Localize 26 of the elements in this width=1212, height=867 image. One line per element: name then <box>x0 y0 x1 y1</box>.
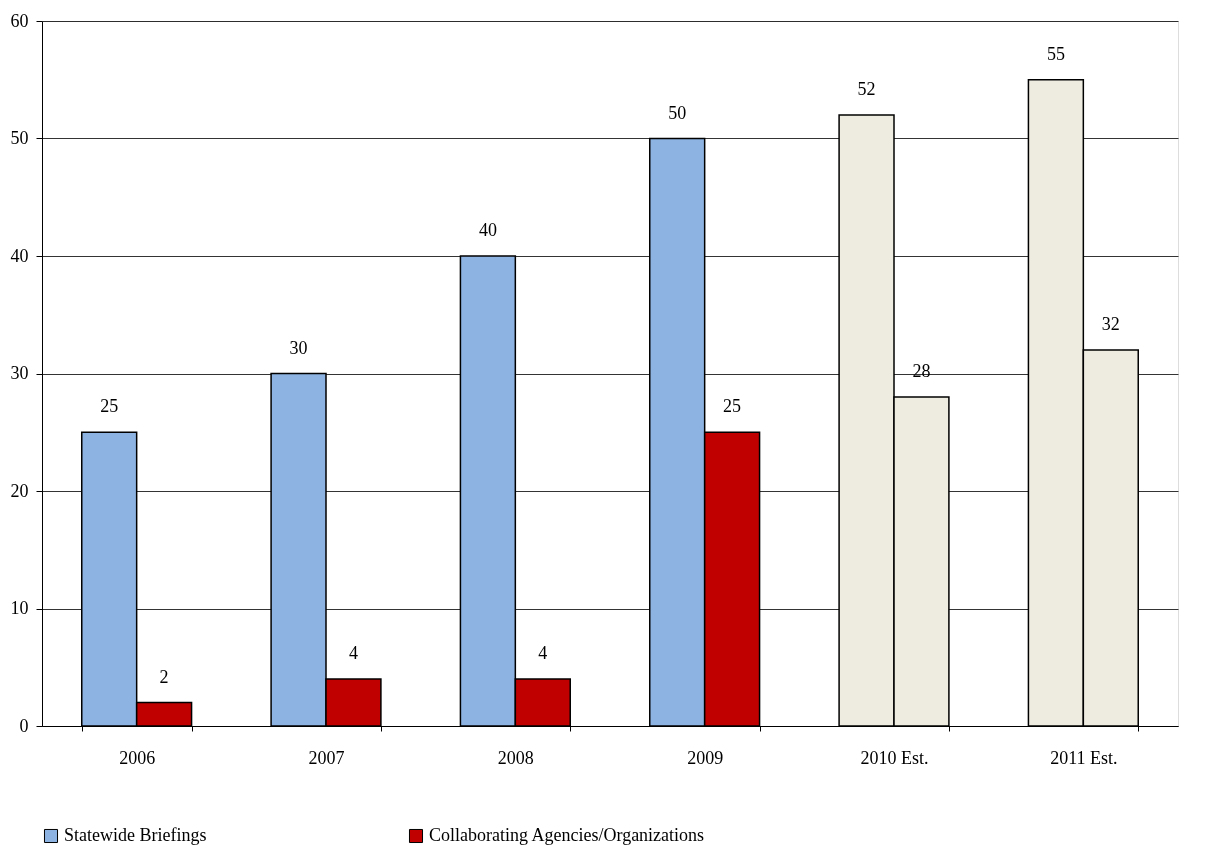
y-tick-label: 20 <box>10 480 29 501</box>
data-label: 52 <box>857 79 876 99</box>
data-label: 25 <box>100 396 119 417</box>
x-tick-label: 2009 <box>687 747 724 768</box>
y-tick-label: 10 <box>10 598 29 618</box>
x-tick-label: 2010 Est. <box>860 747 929 768</box>
data-label: 4 <box>538 643 548 663</box>
x-tick-label: 2006 <box>119 747 156 768</box>
data-label: 25 <box>723 396 742 417</box>
y-tick-label: 30 <box>10 363 29 383</box>
y-tick-label: 60 <box>10 10 29 31</box>
x-tick-label: 2008 <box>497 747 534 768</box>
data-label: 2 <box>159 666 169 687</box>
x-tick-label: 2011 Est. <box>1050 747 1118 768</box>
data-label: 4 <box>348 643 358 663</box>
y-tick-label: 40 <box>10 245 29 266</box>
y-tick-label: 50 <box>10 128 29 148</box>
data-label: 32 <box>1101 314 1120 334</box>
legend-label: Statewide Briefings <box>64 825 207 845</box>
data-label: 40 <box>478 220 497 240</box>
data-label: 55 <box>1046 43 1065 64</box>
data-label: 30 <box>289 337 308 358</box>
data-label: 50 <box>668 102 687 123</box>
x-tick-label: 2007 <box>308 747 345 768</box>
legend-label: Collaborating Agencies/Organizations <box>429 825 705 845</box>
y-tick-label: 0 <box>19 715 29 736</box>
